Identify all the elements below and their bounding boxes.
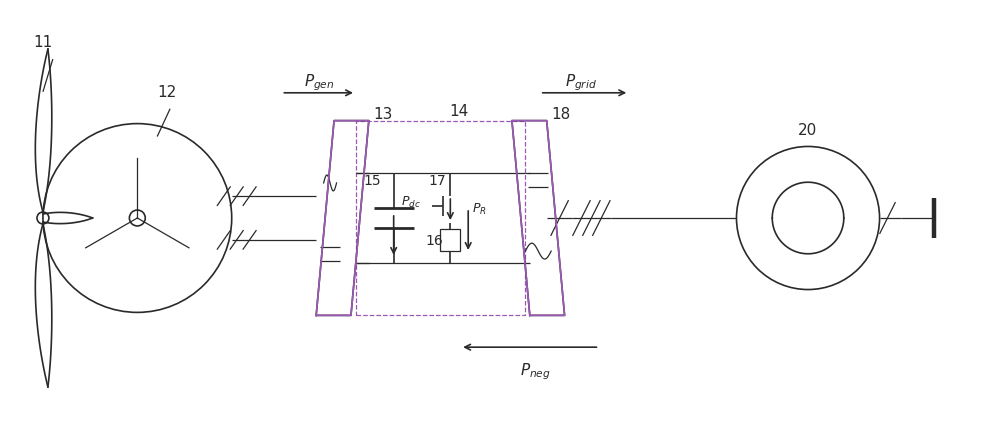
Text: 20: 20 <box>798 123 817 137</box>
Text: $P_{grid}$: $P_{grid}$ <box>565 72 597 92</box>
Text: $P_{gen}$: $P_{gen}$ <box>304 72 334 92</box>
Text: 14: 14 <box>449 104 468 119</box>
Bar <box>440 229 460 251</box>
Text: 16: 16 <box>425 234 443 249</box>
Text: 13: 13 <box>373 107 392 122</box>
Text: $P_{neg}$: $P_{neg}$ <box>520 361 551 382</box>
Bar <box>356 121 525 315</box>
Text: $P_{dc}$: $P_{dc}$ <box>401 195 420 210</box>
Text: $P_R$: $P_R$ <box>472 202 487 217</box>
Text: 17: 17 <box>428 174 446 188</box>
Text: 12: 12 <box>157 85 176 100</box>
Text: 11: 11 <box>33 35 52 50</box>
Text: 18: 18 <box>552 107 571 122</box>
Text: 15: 15 <box>364 174 381 188</box>
